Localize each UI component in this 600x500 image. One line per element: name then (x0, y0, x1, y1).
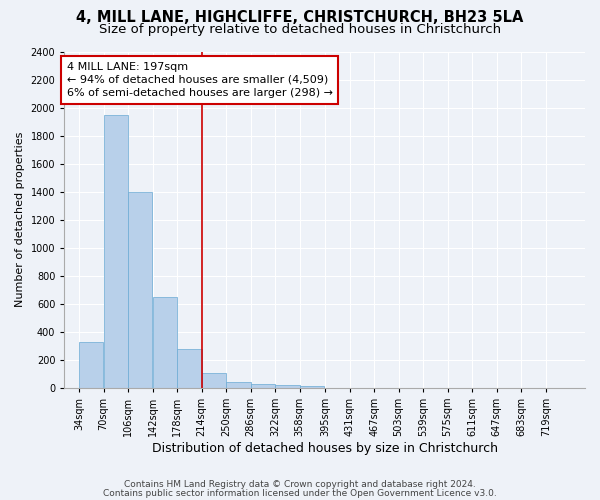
Bar (202, 373, 226, 388)
X-axis label: Distribution of detached houses by size in Christchurch: Distribution of detached houses by size … (152, 442, 497, 455)
Text: Size of property relative to detached houses in Christchurch: Size of property relative to detached ho… (99, 22, 501, 36)
Bar (178, 350, 202, 388)
Bar (153, 297, 177, 388)
Y-axis label: Number of detached properties: Number of detached properties (15, 132, 25, 308)
Text: 4, MILL LANE, HIGHCLIFFE, CHRISTCHURCH, BH23 5LA: 4, MILL LANE, HIGHCLIFFE, CHRISTCHURCH, … (76, 10, 524, 25)
Text: 4 MILL LANE: 197sqm
← 94% of detached houses are smaller (4,509)
6% of semi-deta: 4 MILL LANE: 197sqm ← 94% of detached ho… (67, 62, 333, 98)
Bar (251, 384, 275, 388)
Bar (300, 386, 324, 388)
Bar (275, 385, 299, 388)
Text: Contains public sector information licensed under the Open Government Licence v3: Contains public sector information licen… (103, 490, 497, 498)
Bar (104, 114, 128, 388)
Bar (79, 342, 103, 388)
Bar (128, 192, 152, 388)
Bar (226, 382, 251, 388)
Text: Contains HM Land Registry data © Crown copyright and database right 2024.: Contains HM Land Registry data © Crown c… (124, 480, 476, 489)
